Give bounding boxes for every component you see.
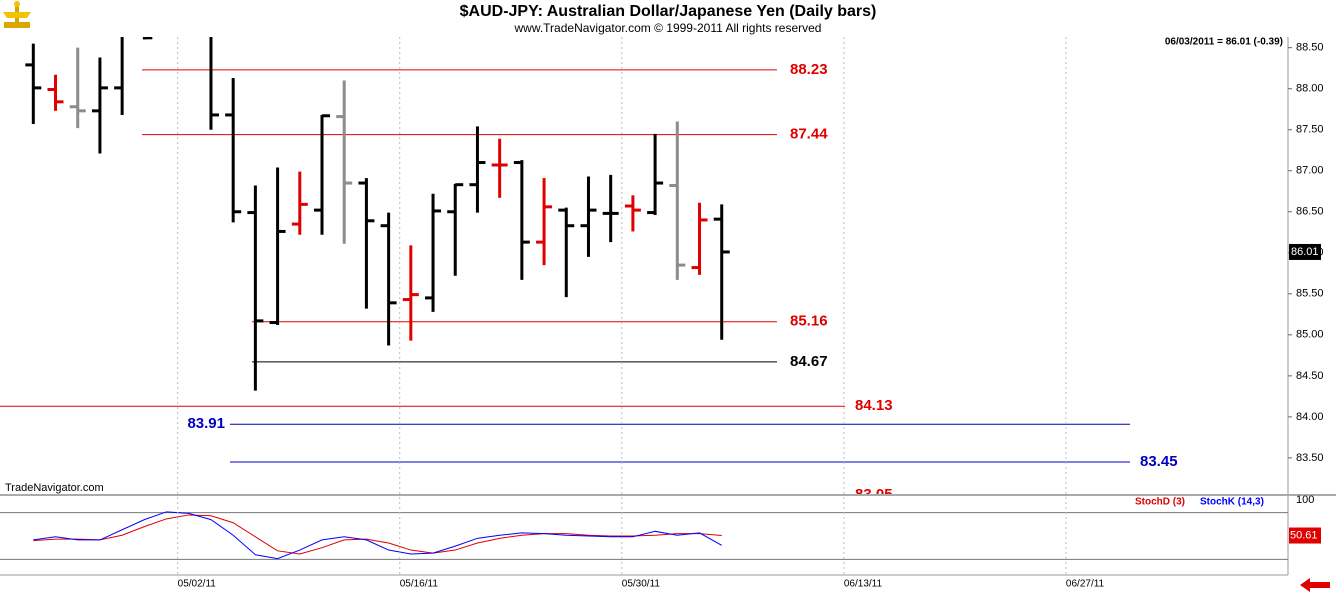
last-value-box [1289, 527, 1321, 544]
y-tick-label: 84.50 [1296, 370, 1324, 382]
level-label: 83.91 [187, 415, 225, 432]
last-price-label: 86.01 [1291, 246, 1319, 258]
level-label: 87.44 [790, 126, 828, 143]
level-label: 83.45 [1140, 453, 1178, 470]
level-label: 85.16 [790, 313, 828, 330]
last-price-box [1289, 243, 1321, 260]
y-tick-label: 87.00 [1296, 165, 1324, 177]
y-tick-label: 100 [1296, 494, 1314, 506]
legend-label: StochK (14,3) [1200, 497, 1264, 508]
header-note: 06/03/2011 = 86.01 (-0.39) [1165, 37, 1283, 48]
logo [3, 1, 31, 28]
y-tick-label: 83.50 [1296, 452, 1324, 464]
y-tick-label: 86.50 [1296, 206, 1324, 218]
chart-title: $AUD-JPY: Australian Dollar/Japanese Yen… [460, 3, 877, 20]
level-label: 84.13 [855, 397, 893, 414]
axes: 05/02/11 05/16/11 05/30/11 06/13/11 06/27/11… [177, 37, 1324, 590]
last-value-label: 50.61 [1290, 529, 1318, 541]
y-tick-label: 84.00 [1296, 411, 1324, 423]
level-label: 88.23 [790, 61, 828, 78]
stoch-line [33, 511, 722, 560]
x-tick-label: 06/27/11 [1066, 579, 1105, 590]
legend-label: StochD (3) [1135, 497, 1185, 508]
x-tick-label: 05/16/11 [400, 579, 439, 590]
price-panel: 88.23 87.44 85.16 84.67 84.13 83.91 83.45 83.05 [0, 37, 1178, 503]
stoch-line [33, 514, 722, 555]
x-tick-label: 05/30/11 [622, 579, 661, 590]
stoch-panel [0, 511, 1288, 560]
watermark: TradeNavigator.com [5, 482, 104, 494]
level-label: 83.05 [855, 486, 893, 503]
scroll-arrow[interactable] [1300, 578, 1330, 592]
y-tick-label: 87.50 [1296, 124, 1324, 136]
x-tick-label: 06/13/11 [844, 579, 883, 590]
y-tick-label: 88.00 [1296, 83, 1324, 95]
y-tick-label: 88.50 [1296, 42, 1324, 54]
level-label: 84.67 [790, 353, 828, 370]
x-tick-label: 05/02/11 [178, 579, 217, 590]
y-tick-label: 85.50 [1296, 288, 1324, 300]
y-tick-label: 85.00 [1296, 329, 1324, 341]
chart-subtitle: www.TradeNavigator.com © 1999-2011 All r… [514, 21, 822, 35]
